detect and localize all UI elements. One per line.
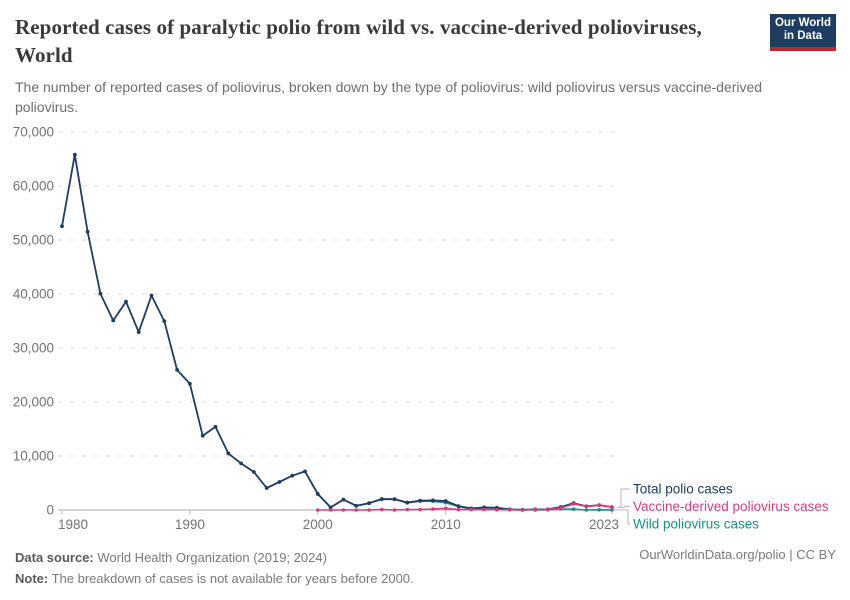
data-source-label: Data source: <box>15 550 94 565</box>
owid-logo-text: Our World in Data <box>770 14 836 47</box>
y-tick-label: 70,000 <box>13 125 54 140</box>
footer-notes: Data source: World Health Organization (… <box>15 547 414 589</box>
data-point <box>354 508 359 512</box>
data-point <box>341 508 346 512</box>
data-point <box>469 507 474 512</box>
legend-connectors <box>617 488 630 525</box>
data-point <box>443 506 448 511</box>
data-point <box>162 319 167 323</box>
data-point <box>264 486 269 490</box>
data-point <box>546 507 550 512</box>
data-point <box>456 504 461 508</box>
data-point <box>341 497 346 502</box>
note-line: Note: The breakdown of cases is not avai… <box>15 568 414 589</box>
data-point <box>213 424 218 429</box>
data-point <box>520 508 525 512</box>
y-tick-label: 10,000 <box>13 449 54 464</box>
data-point <box>316 508 320 512</box>
legend-label-vaccine-derived-poliovirus-cases: Vaccine-derived poliovirus cases <box>633 499 829 514</box>
x-axis-ticks <box>61 510 613 515</box>
data-point <box>290 473 295 478</box>
data-point <box>354 503 359 508</box>
y-axis-labels: 0 10,000 20,000 30,000 40,000 50,000 60,000 70,… <box>13 125 54 518</box>
data-point <box>239 461 244 466</box>
data-point <box>315 492 320 496</box>
data-point <box>226 451 231 456</box>
owid-logo: Our World in Data <box>770 14 836 51</box>
data-source-value: World Health Organization (2019; 2024) <box>93 550 327 565</box>
data-point <box>367 508 371 512</box>
data-point <box>200 433 205 438</box>
data-point <box>380 507 384 512</box>
legend-label-total-polio-cases: Total polio cases <box>633 482 733 497</box>
data-point <box>392 497 397 502</box>
data-point <box>188 381 192 386</box>
data-source-line: Data source: World Health Organization (… <box>15 547 414 568</box>
license-link: OurWorldinData.org/polio | CC BY <box>639 547 836 562</box>
x-tick-label: 1990 <box>175 517 205 532</box>
y-tick-label: 30,000 <box>13 341 54 356</box>
data-point <box>392 508 397 512</box>
data-point <box>328 505 333 510</box>
data-point <box>98 291 103 296</box>
data-point <box>443 499 448 503</box>
legend-labels: Total polio cases Vaccine-derived poliovi… <box>633 482 829 532</box>
data-point <box>418 507 422 512</box>
data-point <box>277 480 282 484</box>
data-point <box>418 498 422 503</box>
data-point <box>136 330 141 334</box>
data-point <box>431 507 435 511</box>
data-point <box>149 293 154 298</box>
data-point <box>111 318 116 323</box>
x-tick-label: 1980 <box>58 517 88 532</box>
page-title: Reported cases of paralytic polio from w… <box>15 15 702 67</box>
data-point <box>571 502 576 506</box>
y-tick-label: 50,000 <box>13 233 54 248</box>
x-tick-label: 2023 <box>589 517 619 532</box>
data-point <box>405 507 410 512</box>
data-point <box>495 507 499 512</box>
x-tick-label: 2010 <box>431 517 461 532</box>
data-point <box>597 503 601 508</box>
data-point <box>507 508 512 512</box>
data-point <box>584 508 589 512</box>
data-point <box>584 504 589 509</box>
series-total-polio-cases <box>60 152 614 512</box>
y-tick-label: 40,000 <box>13 287 54 302</box>
data-point <box>431 498 435 503</box>
note-label: Note: <box>15 571 49 586</box>
chart-subtitle: The number of reported cases of poliovir… <box>15 79 763 115</box>
data-point <box>405 500 410 505</box>
data-point <box>610 508 614 512</box>
data-point <box>124 299 128 304</box>
data-point <box>367 501 371 506</box>
data-point <box>597 508 601 512</box>
series-vaccine-derived-poliovirus-cases <box>316 502 614 512</box>
x-tick-label: 2000 <box>303 517 333 532</box>
y-tick-label: 60,000 <box>13 179 54 194</box>
data-point <box>482 507 486 512</box>
data-point <box>72 152 77 157</box>
data-point <box>60 224 64 229</box>
owid-logo-accent-bar <box>770 47 836 51</box>
data-point <box>610 505 614 510</box>
data-point <box>85 229 90 234</box>
data-point <box>559 506 563 510</box>
data-point <box>303 469 307 474</box>
data-point <box>175 368 180 372</box>
data-point <box>379 497 384 501</box>
data-point <box>252 470 256 474</box>
legend-label-wild-poliovirus-cases: Wild poliovirus cases <box>633 517 759 532</box>
x-axis-labels: 1980 1990 2000 2010 2023 <box>58 517 619 532</box>
data-point <box>571 507 576 512</box>
data-point <box>533 507 538 512</box>
y-tick-label: 0 <box>46 503 54 518</box>
note-value: The breakdown of cases is not available … <box>48 571 414 586</box>
y-tick-label: 20,000 <box>13 395 54 410</box>
data-point <box>328 508 333 512</box>
data-point <box>456 507 461 512</box>
